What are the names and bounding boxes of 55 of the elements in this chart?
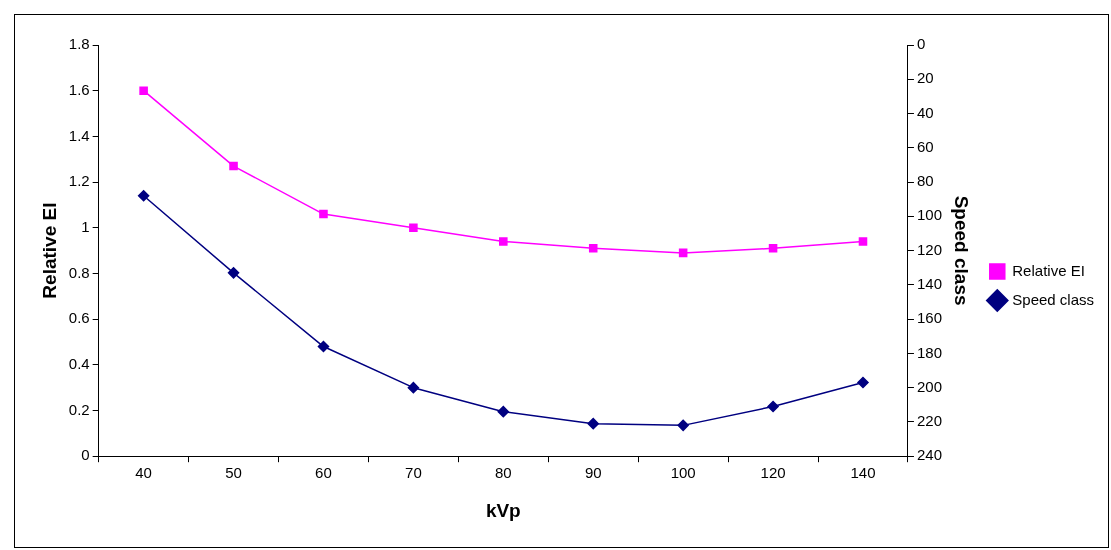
point <box>858 237 868 246</box>
x-tick-label: 100 <box>670 464 696 482</box>
x-tick-label: 80 <box>494 464 512 482</box>
point <box>137 190 150 202</box>
legend-label: Speed class <box>1012 290 1094 308</box>
x-tick-label: 60 <box>315 464 332 482</box>
y2-tick-label: 40 <box>916 103 934 121</box>
y2-tick-label: 220 <box>916 412 942 430</box>
y2-tick-label: 200 <box>916 377 942 395</box>
point <box>768 244 778 253</box>
point <box>588 244 598 253</box>
y-tick-label: 0.6 <box>68 309 90 327</box>
point <box>857 376 869 389</box>
y-tick-label: 1.4 <box>68 126 90 144</box>
x-tick-label: 40 <box>135 464 152 482</box>
point <box>229 161 238 171</box>
point <box>499 237 508 246</box>
point <box>409 223 418 233</box>
x-tick-label: 120 <box>760 464 786 482</box>
y2-tick-label: 100 <box>916 206 942 224</box>
point <box>587 417 599 430</box>
point <box>497 405 510 418</box>
y2-tick-label: 20 <box>916 69 934 87</box>
point <box>139 86 148 95</box>
point <box>227 267 240 279</box>
y2-tick-label: 240 <box>916 446 942 464</box>
point <box>317 340 330 353</box>
point <box>407 381 420 394</box>
x-tick-label: 90 <box>584 464 602 482</box>
point <box>319 209 328 219</box>
y2-tick-label: 120 <box>916 240 942 258</box>
y-tick-label: 1 <box>81 217 90 235</box>
y2-tick-label: 80 <box>916 172 934 190</box>
point <box>678 248 688 258</box>
y-tick-label: 0.2 <box>68 400 90 418</box>
x-tick-label: 50 <box>225 464 242 482</box>
y-tick-label: 0.8 <box>68 263 90 281</box>
y-tick-label: 1.8 <box>68 35 90 53</box>
y2-tick-label: 180 <box>916 343 942 361</box>
x-axis-title: kVp <box>485 499 521 521</box>
y-tick-label: 0.4 <box>68 354 90 372</box>
y2-tick-label: 60 <box>916 137 934 155</box>
x-tick-label: 70 <box>405 464 422 482</box>
point <box>767 400 779 413</box>
y-tick-label: 1.2 <box>68 172 90 190</box>
point <box>677 419 689 432</box>
y-axis-title: Relative EI <box>38 202 60 299</box>
y-tick-label: 0 <box>81 446 90 464</box>
x-tick-label: 140 <box>850 464 876 482</box>
y2-tick-label: 160 <box>916 309 942 327</box>
y-tick-label: 1.6 <box>68 80 90 98</box>
legend-label: Relative EI <box>1012 261 1085 279</box>
y2-tick-label: 140 <box>916 275 942 293</box>
y2-tick-label: 0 <box>916 35 926 53</box>
y2-axis-title: Speed class <box>951 195 973 306</box>
